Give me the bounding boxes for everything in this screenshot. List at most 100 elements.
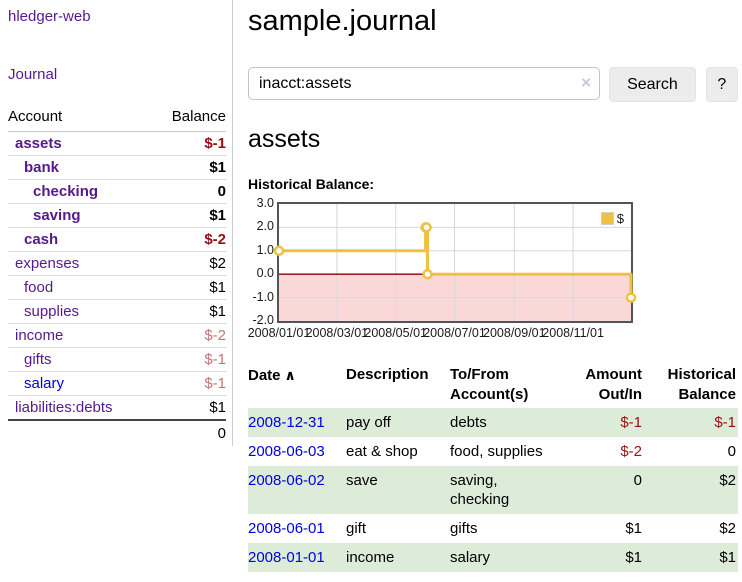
transaction-description: gift [346, 514, 450, 543]
y-axis-tick-label: 2.0 [248, 219, 274, 233]
x-axis-tick-label: 2008/07/01 [423, 326, 486, 340]
account-balance: $-1 [152, 132, 226, 156]
transaction-accounts: food, supplies [450, 437, 570, 466]
account-row: salary$-1 [8, 372, 226, 396]
account-link-cash[interactable]: cash [24, 231, 58, 248]
sidebar-item-journal[interactable]: Journal [8, 66, 57, 83]
account-name-cell: expenses [8, 252, 152, 276]
search-button[interactable]: Search [609, 67, 696, 102]
account-row: gifts $-1 [8, 348, 226, 372]
x-axis-tick-label: 2008/03/01 [306, 326, 369, 340]
register-header-row: Date∧ Description To/From Account(s) Amo… [248, 362, 738, 408]
account-link-saving[interactable]: saving [33, 207, 81, 224]
sort-ascending-icon: ∧ [285, 367, 296, 383]
account-balance: $2 [152, 252, 226, 276]
historical-balance-chart: $ 3.02.01.00.0-1.0-2.02008/01/012008/03/… [248, 198, 738, 341]
account-name-cell: checking [8, 180, 152, 204]
account-balance: $1 [152, 276, 226, 300]
account-row: food $1 [8, 276, 226, 300]
transaction-date-cell: 2008-06-02 [248, 466, 346, 514]
transaction-balance: $-1 [642, 408, 738, 437]
y-axis-tick-label: 3.0 [248, 196, 274, 210]
y-axis-tick-label: -2.0 [248, 313, 274, 327]
account-balance: $-2 [152, 228, 226, 252]
search-input-wrap: × [248, 67, 600, 102]
x-axis-tick-label: 2008/01/01 [248, 326, 311, 340]
register-body: 2008-12-31pay offdebts$-1$-12008-06-03ea… [248, 408, 738, 572]
account-name-cell: assets [8, 132, 152, 156]
transaction-date-cell: 2008-06-03 [248, 437, 346, 466]
account-name-cell: salary [8, 372, 152, 396]
account-link-supplies[interactable]: supplies [24, 303, 79, 320]
transaction-description: pay off [346, 408, 450, 437]
account-balance: 0 [152, 180, 226, 204]
search-input[interactable] [248, 67, 600, 100]
register-table: Date∧ Description To/From Account(s) Amo… [248, 362, 738, 572]
transaction-accounts: salary [450, 543, 570, 572]
account-column-header: Account [8, 104, 152, 132]
account-link-food[interactable]: food [24, 279, 53, 296]
account-row: income $-2 [8, 324, 226, 348]
account-row: supplies$1 [8, 300, 226, 324]
description-column-header: Description [346, 362, 450, 408]
transaction-date-link[interactable]: 2008-12-31 [248, 414, 325, 431]
page-title: sample.journal [248, 0, 738, 40]
x-axis-tick-label: 2008/05/01 [364, 326, 427, 340]
y-axis-tick-label: 0.0 [248, 266, 274, 280]
account-name-cell: cash [8, 228, 152, 252]
y-axis-tick-label: 1.0 [248, 243, 274, 257]
sidebar: hledger-web Journal Account Balance asse… [0, 0, 233, 446]
chart-title: Historical Balance: [248, 176, 738, 192]
account-link-assets[interactable]: assets [15, 135, 62, 152]
transaction-date-cell: 2008-01-01 [248, 543, 346, 572]
date-column-header[interactable]: Date∧ [248, 362, 346, 408]
help-button[interactable]: ? [706, 67, 738, 102]
transaction-date-link[interactable]: 2008-06-03 [248, 443, 325, 460]
transaction-balance: $2 [642, 514, 738, 543]
search-form: × Search ? [248, 67, 738, 102]
account-balance: $-1 [152, 348, 226, 372]
chart-canvas [279, 204, 631, 321]
transaction-balance: 0 [642, 437, 738, 466]
transaction-balance: $2 [642, 466, 738, 514]
account-link-income[interactable]: income [15, 327, 63, 344]
transaction-description: save [346, 466, 450, 514]
account-name-cell: liabilities:debts [8, 396, 152, 421]
transaction-date-cell: 2008-12-31 [248, 408, 346, 437]
transaction-balance: $1 [642, 543, 738, 572]
account-link-expenses[interactable]: expenses [15, 255, 79, 272]
transaction-amount: $-1 [570, 408, 642, 437]
account-row: checking 0 [8, 180, 226, 204]
account-row: assets $-1 [8, 132, 226, 156]
account-link-gifts[interactable]: gifts [24, 351, 52, 368]
amount-column-header: Amount Out/In [570, 362, 642, 408]
chart-legend: $ [601, 211, 624, 226]
transaction-amount: 0 [570, 466, 642, 514]
transaction-accounts: debts [450, 408, 570, 437]
account-link-liabilities-debts[interactable]: liabilities:debts [15, 399, 113, 416]
transaction-date-link[interactable]: 2008-06-01 [248, 520, 325, 537]
legend-label: $ [617, 211, 624, 226]
account-link-salary[interactable]: salary [24, 375, 64, 392]
transaction-date-link[interactable]: 2008-06-02 [248, 472, 325, 489]
x-axis-tick-label: 2008/09/01 [483, 326, 546, 340]
transaction-amount: $1 [570, 543, 642, 572]
total-label-cell [8, 420, 152, 446]
app-brand-link[interactable]: hledger-web [8, 8, 91, 25]
account-link-bank[interactable]: bank [24, 159, 59, 176]
register-row: 2008-06-03eat & shopfood, supplies$-20 [248, 437, 738, 466]
transaction-accounts: saving, checking [450, 466, 570, 514]
transaction-amount: $-2 [570, 437, 642, 466]
account-name-cell: bank [8, 156, 152, 180]
register-row: 2008-12-31pay offdebts$-1$-1 [248, 408, 738, 437]
transaction-date-cell: 2008-06-01 [248, 514, 346, 543]
account-balance: $-2 [152, 324, 226, 348]
accounts-total-row: 0 [8, 420, 226, 446]
account-tree-table: Account Balance assets$-1bank$1checking0… [8, 104, 226, 446]
transaction-date-link[interactable]: 2008-01-01 [248, 549, 325, 566]
account-row: saving$1 [8, 204, 226, 228]
account-link-checking[interactable]: checking [33, 183, 98, 200]
account-name-cell: saving [8, 204, 152, 228]
clear-search-icon[interactable]: × [581, 74, 591, 92]
chart-plot-area[interactable]: $ [277, 202, 633, 323]
